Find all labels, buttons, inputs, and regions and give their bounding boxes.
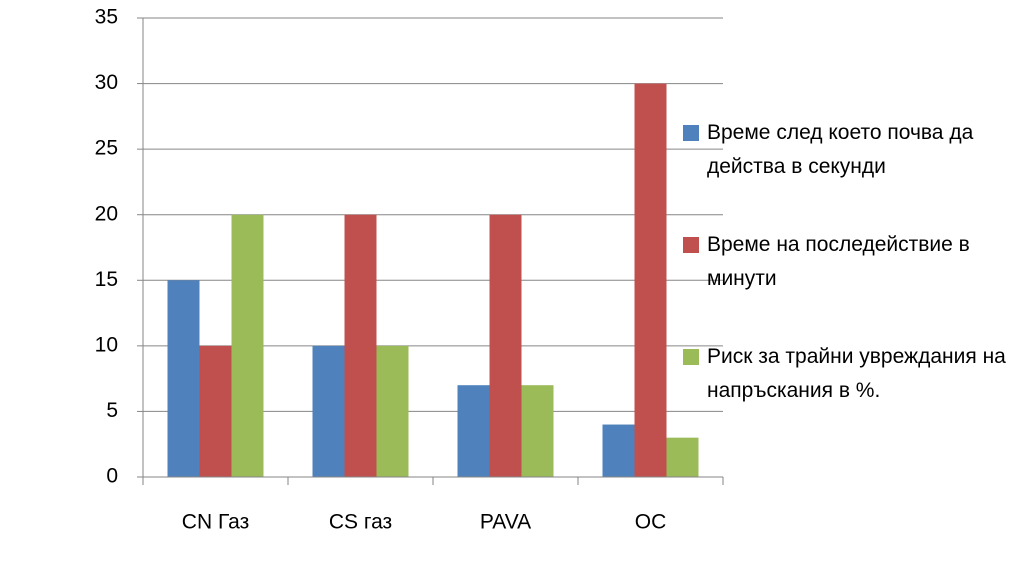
x-tick-label: OC: [635, 511, 667, 534]
bar: [634, 83, 667, 478]
bar: [602, 424, 635, 477]
y-tick-label: 5: [106, 399, 118, 422]
bar: [666, 437, 699, 477]
bar: [344, 214, 377, 477]
legend-swatch: [683, 237, 699, 253]
legend-swatch: [683, 125, 699, 141]
legend-label: Риск за трайни увреждания на напръскания…: [707, 345, 1006, 402]
x-tick-label: CN Газ: [182, 511, 249, 534]
y-tick-label: 0: [106, 465, 118, 488]
bar: [231, 214, 264, 477]
y-tick-label: 25: [95, 137, 118, 160]
legend-entry: Време на последействие в минути: [683, 228, 1013, 296]
y-tick-label: 35: [95, 6, 118, 29]
legend-label: Време на последействие в минути: [707, 233, 970, 290]
x-tick-label: CS газ: [329, 511, 392, 534]
legend-entry: Време след което почва да действа в секу…: [683, 116, 1013, 184]
bar: [167, 280, 200, 477]
legend: Време след което почва да действа в секу…: [683, 116, 1013, 452]
bar: [521, 385, 554, 477]
bar: [312, 345, 345, 477]
bar: [489, 214, 522, 477]
y-tick-label: 15: [95, 268, 118, 291]
bar: [376, 345, 409, 477]
legend-swatch: [683, 349, 699, 365]
y-tick-label: 20: [95, 202, 118, 225]
legend-label: Време след което почва да действа в секу…: [707, 121, 974, 178]
y-tick-label: 30: [95, 71, 118, 94]
x-tick-label: PAVA: [480, 511, 531, 534]
legend-entry: Риск за трайни увреждания на напръскания…: [683, 340, 1013, 408]
y-tick-label: 10: [95, 333, 118, 356]
bar: [199, 345, 232, 477]
bar: [457, 385, 490, 477]
